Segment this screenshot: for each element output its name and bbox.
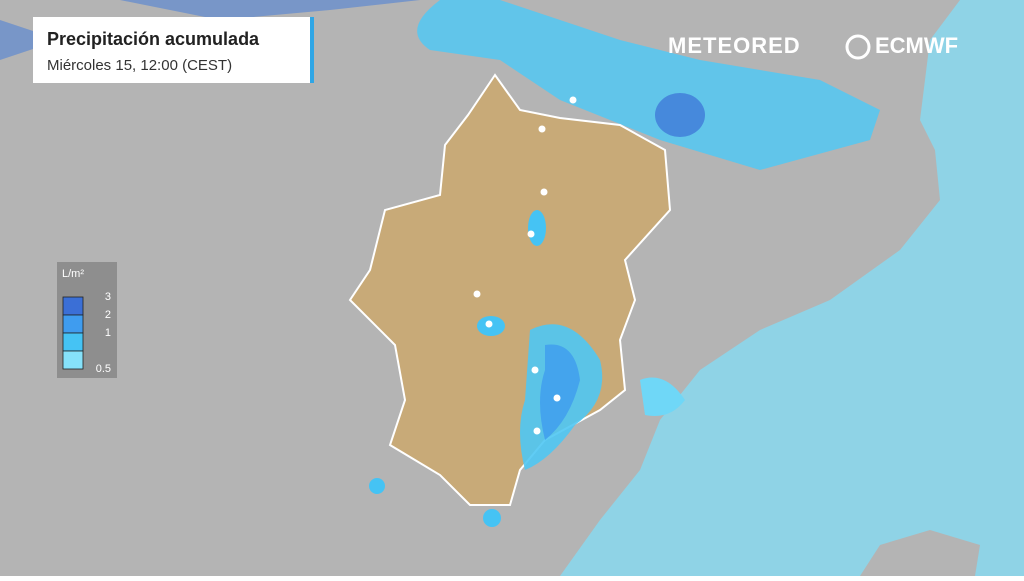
title-accent [310,17,314,83]
title: Precipitación acumulada [47,29,260,49]
legend: 3 2 1 0.5 [62,291,111,375]
legend-label: 3 [105,291,111,303]
legend-unit: L/m² [62,268,84,280]
legend-swatch [62,314,84,334]
title-box [33,17,313,83]
cities [473,96,577,435]
model-logo: ECMWF [875,33,958,58]
legend-swatch [62,296,84,316]
precip-spot [528,210,546,246]
precip-core [540,344,580,440]
legend-swatch [62,332,84,352]
legend-label: 2 [105,309,111,321]
precip-pyrenees [417,0,880,170]
legend-label: 0.5 [96,363,111,375]
subtitle: Miércoles 15, 12:00 (CEST) [47,57,232,74]
precip-core [655,93,705,137]
model-icon [845,34,871,60]
precip-north [0,0,420,60]
sea [560,0,1024,576]
legend-label: 1 [105,327,111,339]
legend-swatch [62,350,84,370]
island [860,530,980,576]
precip-spot [483,509,501,527]
brand-logo: METEORED [668,33,801,58]
precip-spot [369,478,385,494]
precip-coast [640,377,685,416]
